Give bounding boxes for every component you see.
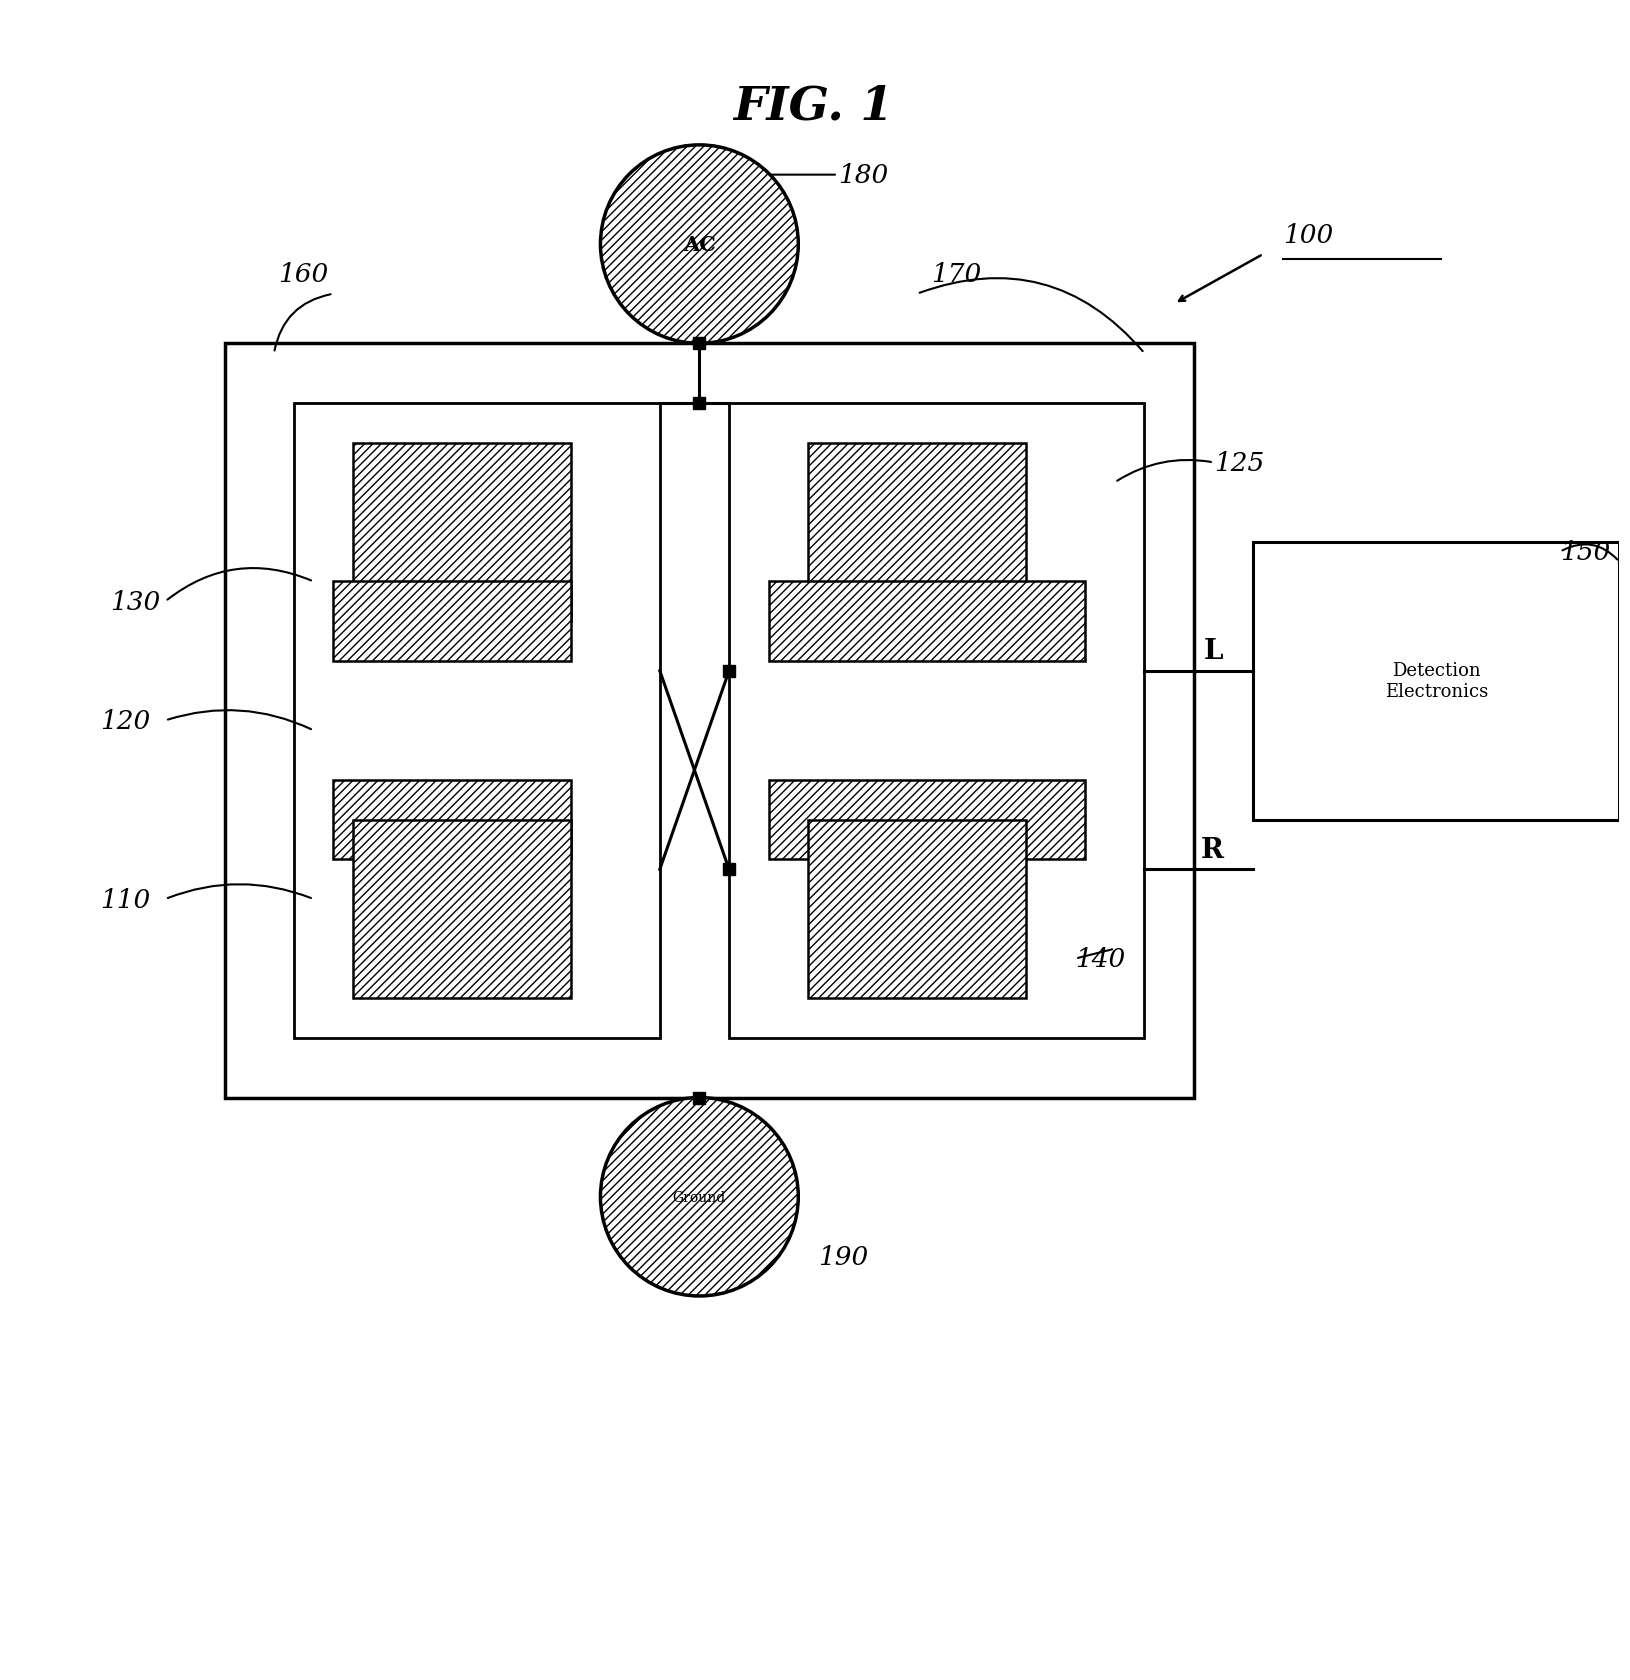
Text: 160: 160 [279, 262, 329, 287]
Bar [729, 403, 1144, 1038]
Text: 140: 140 [1076, 946, 1125, 971]
Text: L: L [1205, 638, 1224, 665]
Text: R: R [1201, 837, 1224, 864]
Bar [354, 444, 570, 622]
Text: AC: AC [683, 235, 716, 255]
Text: FIG. 1: FIG. 1 [734, 82, 893, 129]
Text: 180: 180 [838, 163, 888, 188]
Bar [334, 781, 570, 860]
Bar [808, 820, 1025, 998]
Bar [354, 820, 570, 998]
Bar [1253, 543, 1619, 820]
Text: 110: 110 [101, 887, 150, 912]
Bar [808, 444, 1025, 622]
Text: Ground: Ground [673, 1189, 725, 1205]
Bar [769, 781, 1086, 860]
Text: Detection
Electronics: Detection Electronics [1384, 662, 1488, 701]
Circle shape [600, 146, 799, 344]
Text: 150: 150 [1560, 539, 1610, 564]
Text: 130: 130 [111, 590, 161, 615]
Text: 100: 100 [1283, 222, 1333, 247]
Bar [769, 583, 1086, 662]
Bar [293, 403, 660, 1038]
Text: 170: 170 [931, 262, 981, 287]
Circle shape [600, 1097, 799, 1297]
Text: 190: 190 [818, 1243, 869, 1268]
Text: 120: 120 [101, 709, 150, 734]
Bar [225, 344, 1193, 1097]
Text: 125: 125 [1214, 450, 1263, 475]
Bar [334, 583, 570, 662]
